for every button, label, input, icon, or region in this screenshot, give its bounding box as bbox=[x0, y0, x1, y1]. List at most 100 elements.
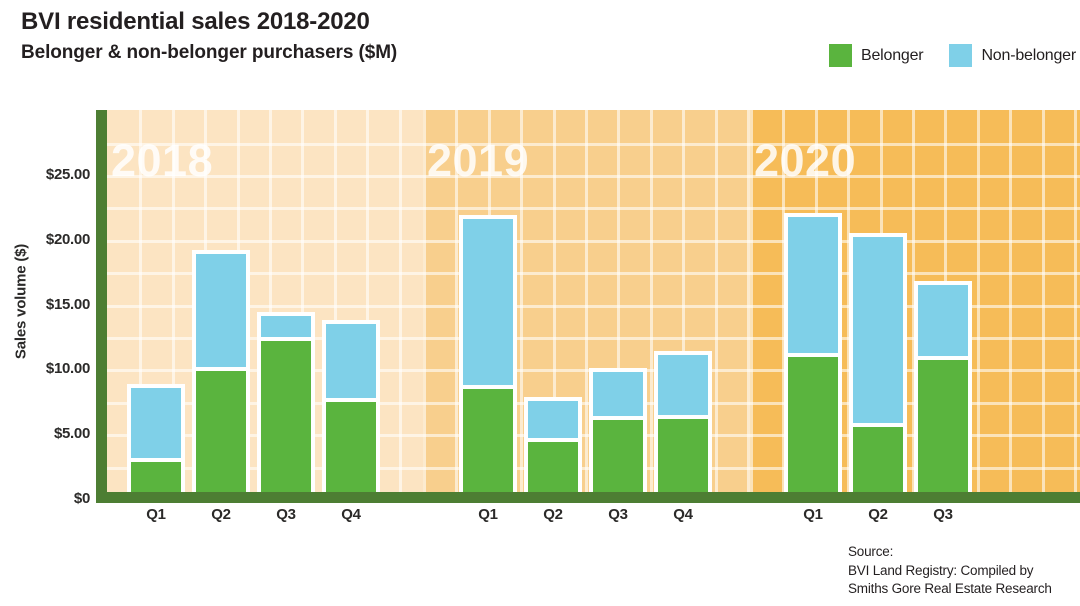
gridline bbox=[423, 467, 750, 470]
gridline bbox=[553, 110, 556, 492]
x-tick-2019-q1: Q1 bbox=[478, 506, 498, 523]
x-tick-2020-q3: Q3 bbox=[933, 506, 953, 523]
legend-label: Non-belonger bbox=[981, 46, 1076, 64]
x-tick-2018-q4: Q4 bbox=[341, 506, 361, 523]
bar-segment-belonger bbox=[326, 401, 376, 492]
bar-segment-non-belonger bbox=[131, 387, 181, 458]
legend: Belonger Non-belonger bbox=[828, 44, 1076, 67]
bar-2019-q4 bbox=[654, 351, 712, 492]
bar-segment-non-belonger bbox=[593, 372, 643, 417]
bar-segment-belonger bbox=[463, 388, 513, 492]
bar-2019-q1 bbox=[459, 215, 517, 492]
x-axis-line bbox=[96, 492, 1080, 503]
year-label-2020: 2020 bbox=[754, 135, 857, 186]
gridline bbox=[617, 110, 620, 492]
gridline bbox=[107, 272, 423, 275]
x-tick-2019-q4: Q4 bbox=[673, 506, 693, 523]
bar-segment-non-belonger bbox=[528, 400, 578, 439]
gridline bbox=[423, 175, 750, 178]
bar-segment-non-belonger bbox=[788, 216, 838, 353]
legend-label: Belonger bbox=[860, 46, 924, 64]
gridline bbox=[107, 305, 423, 308]
bar-segment-non-belonger bbox=[463, 219, 513, 385]
gridline bbox=[423, 272, 750, 275]
gridline bbox=[269, 110, 272, 492]
x-tick-2018-q3: Q3 bbox=[276, 506, 296, 523]
x-tick-2019-q2: Q2 bbox=[543, 506, 563, 523]
year-panel-2019: 2019 bbox=[423, 110, 750, 492]
bar-2018-q1 bbox=[127, 383, 185, 492]
gridline bbox=[423, 369, 750, 372]
bar-segment-non-belonger bbox=[658, 355, 708, 415]
legend-swatch-icon bbox=[949, 44, 973, 67]
x-tick-2020-q2: Q2 bbox=[868, 506, 888, 523]
gridline bbox=[585, 110, 588, 492]
year-panel-2018: 2018 bbox=[107, 110, 423, 492]
gridline bbox=[750, 143, 1080, 146]
legend-swatch-icon bbox=[828, 44, 852, 67]
gridline bbox=[399, 110, 402, 492]
bar-2018-q4 bbox=[322, 320, 380, 492]
bar-2018-q2 bbox=[192, 250, 250, 492]
gridline bbox=[139, 110, 142, 492]
gridline bbox=[423, 207, 750, 210]
gridline bbox=[301, 110, 304, 492]
gridline bbox=[334, 110, 337, 492]
bar-2019-q2 bbox=[524, 396, 582, 492]
bar-segment-belonger bbox=[593, 420, 643, 492]
y-tick-2500: $25.00 bbox=[45, 166, 90, 183]
gridline bbox=[520, 110, 523, 492]
gridline bbox=[750, 110, 753, 492]
source-note: Source: BVI Land Registry: Compiled by S… bbox=[848, 543, 1052, 599]
gridline bbox=[107, 143, 423, 146]
y-axis-line bbox=[96, 110, 107, 503]
gridline bbox=[750, 240, 1080, 243]
bar-segment-non-belonger bbox=[326, 324, 376, 398]
source-line: Smiths Gore Real Estate Research bbox=[848, 581, 1052, 597]
gridline bbox=[750, 272, 1080, 275]
x-tick-2018-q1: Q1 bbox=[146, 506, 166, 523]
bar-segment-belonger bbox=[853, 426, 903, 492]
bar-segment-non-belonger bbox=[918, 285, 968, 357]
gridline bbox=[750, 207, 1080, 210]
chart-subtitle: Belonger & non-belonger purchasers ($M) bbox=[21, 42, 398, 63]
bar-segment-non-belonger bbox=[853, 237, 903, 423]
x-tick-2020-q1: Q1 bbox=[803, 506, 823, 523]
gridline bbox=[366, 110, 369, 492]
gridline bbox=[107, 207, 423, 210]
source-line: BVI Land Registry: Compiled by bbox=[848, 562, 1034, 578]
y-tick-2000: $20.00 bbox=[45, 231, 90, 248]
bar-segment-non-belonger bbox=[196, 254, 246, 367]
bar-segment-non-belonger bbox=[261, 316, 311, 337]
bar-2020-q3 bbox=[914, 281, 972, 492]
gridline bbox=[650, 110, 653, 492]
legend-item-non-belonger: Non-belonger bbox=[949, 44, 1076, 67]
chart-title: BVI residential sales 2018-2020 bbox=[21, 8, 370, 35]
gridline bbox=[423, 402, 750, 405]
bar-segment-belonger bbox=[918, 360, 968, 492]
gridline bbox=[847, 110, 850, 492]
source-line: Source: bbox=[848, 544, 894, 559]
y-tick-1000: $10.00 bbox=[45, 360, 90, 377]
bar-2018-q3 bbox=[257, 312, 315, 492]
bar-segment-belonger bbox=[528, 442, 578, 492]
gridline bbox=[747, 110, 750, 492]
gridline bbox=[423, 110, 426, 492]
y-tick-0: $0 bbox=[73, 490, 90, 507]
gridline bbox=[107, 240, 423, 243]
gridline bbox=[423, 240, 750, 243]
gridline bbox=[1042, 110, 1045, 492]
gridline bbox=[750, 175, 1080, 178]
gridline bbox=[172, 110, 175, 492]
gridline bbox=[423, 305, 750, 308]
gridline bbox=[1074, 110, 1077, 492]
gridline bbox=[682, 110, 685, 492]
gridline bbox=[455, 110, 458, 492]
gridline bbox=[912, 110, 915, 492]
bar-2020-q2 bbox=[849, 233, 907, 492]
bar-segment-belonger bbox=[196, 370, 246, 492]
x-tick-2019-q3: Q3 bbox=[608, 506, 628, 523]
bar-2019-q3 bbox=[589, 368, 647, 492]
